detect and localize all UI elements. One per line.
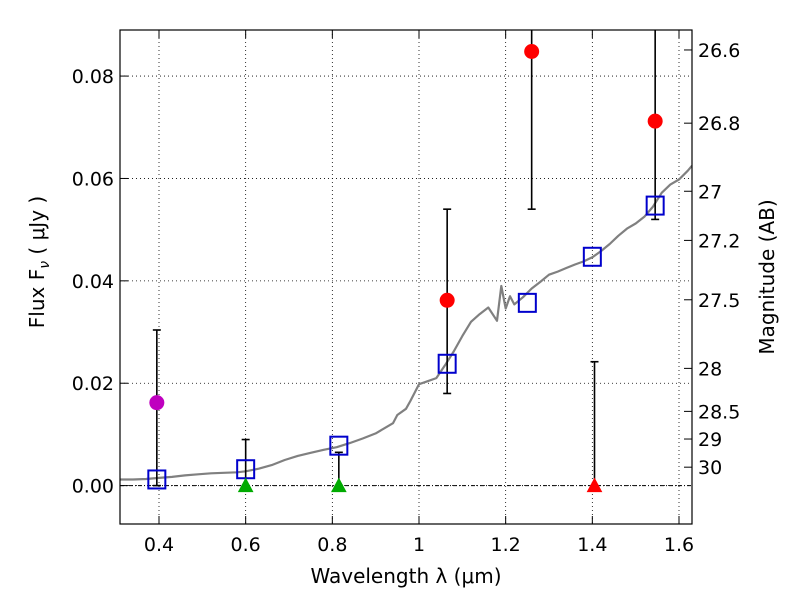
plot-frame: [119, 29, 693, 525]
right-tick-label: 28: [698, 358, 722, 380]
right-tick-label: 26.8: [698, 113, 740, 135]
x-tick-label: 0.6: [231, 534, 261, 556]
y-tick-label: 0.00: [72, 476, 114, 498]
right-axis-ticks: 26.6 26.8 27 27.2 27.5 28 28.5 29 30: [684, 40, 740, 479]
right-tick-label: 29: [698, 429, 722, 451]
error-bars: [152, 30, 660, 487]
x-tick-label: 0.8: [317, 534, 347, 556]
plot-background: [120, 30, 692, 524]
right-tick-label: 28.5: [698, 401, 740, 423]
detection-point: [524, 44, 540, 60]
y-tick-label: 0.08: [72, 66, 114, 88]
right-tick-label: 26.6: [698, 40, 740, 62]
upper-limit-point: [237, 477, 254, 493]
upper-limit-point: [330, 477, 347, 493]
y-tick-label: 0.04: [72, 271, 114, 293]
right-tick-label: 30: [698, 457, 722, 479]
model-photometry-point: [329, 435, 349, 456]
y-axis-ticks: 0.00 0.02 0.04 0.06 0.08: [72, 66, 128, 498]
model-photometry-point: [645, 195, 665, 216]
x-tick-label: 1: [413, 534, 425, 556]
x-axis-label: Wavelength λ (μm): [310, 564, 501, 588]
y-axis-label: Flux Fν ( μJy ): [25, 196, 53, 328]
model-photometry-point: [582, 246, 602, 267]
x-tick-label: 1.2: [491, 534, 521, 556]
model-photometry-point: [517, 292, 537, 313]
y-tick-label: 0.02: [72, 373, 114, 395]
y-tick-label: 0.06: [72, 168, 114, 190]
x-tick-label: 1.6: [664, 534, 694, 556]
x-tick-label: 0.4: [144, 534, 174, 556]
right-tick-label: 27.2: [698, 230, 740, 252]
upper-limit-point: [586, 477, 603, 493]
x-tick-label: 1.4: [577, 534, 607, 556]
x-axis-ticks: 0.4 0.6 0.8 1 1.2 1.4 1.6: [144, 30, 694, 556]
detection-point: [439, 292, 455, 308]
magenta-detection-point: [149, 395, 165, 411]
model-photometry-point: [147, 469, 167, 490]
markers: [147, 44, 665, 493]
detection-point: [647, 113, 663, 129]
model-photometry-point: [437, 353, 457, 374]
right-axis-label: Magnitude (AB): [755, 199, 779, 354]
right-tick-label: 27.5: [698, 290, 740, 312]
right-tick-label: 27: [698, 181, 722, 203]
